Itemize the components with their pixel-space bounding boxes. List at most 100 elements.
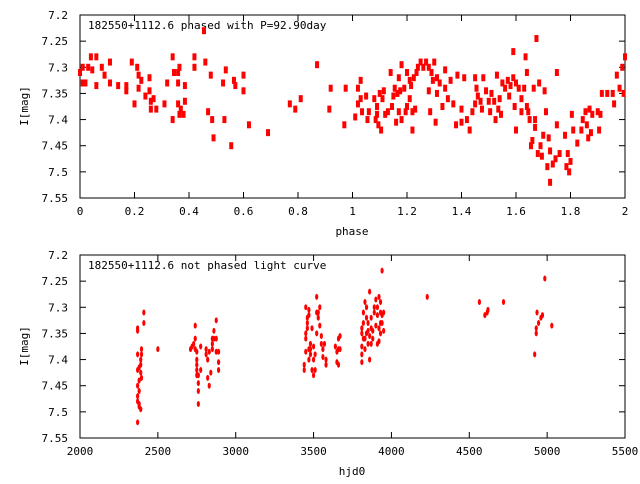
y-tick-label: 7.55 [42, 432, 69, 445]
data-point [531, 84, 536, 92]
data-point [372, 95, 377, 103]
data-point [496, 105, 501, 113]
data-point [90, 66, 95, 74]
data-point [147, 74, 152, 82]
data-point [519, 108, 524, 116]
data-point [379, 126, 384, 134]
data-point [405, 69, 409, 77]
data-point [170, 53, 175, 61]
data-point [565, 150, 570, 158]
data-point [579, 126, 584, 134]
data-point [548, 147, 553, 155]
data-point [94, 53, 99, 61]
data-point [443, 66, 448, 74]
data-point [383, 110, 388, 118]
data-point [321, 353, 325, 360]
data-point [459, 118, 464, 126]
data-point [315, 293, 319, 300]
data-point [307, 312, 311, 319]
data-point [403, 108, 408, 116]
data-point [376, 121, 381, 129]
data-point [523, 53, 528, 61]
data-point [363, 346, 367, 353]
data-point [212, 327, 216, 334]
data-point [148, 105, 153, 113]
data-point [377, 89, 382, 97]
data-point [512, 103, 517, 110]
data-point [192, 53, 197, 61]
data-point [421, 63, 426, 71]
data-point [398, 87, 403, 95]
data-point [139, 351, 144, 358]
data-point [429, 69, 434, 77]
data-point [372, 309, 376, 316]
data-point [584, 121, 589, 129]
data-point [364, 314, 369, 321]
x-tick-label: 3500 [300, 445, 327, 458]
data-point [308, 346, 313, 353]
data-point [580, 116, 585, 124]
data-point [136, 327, 140, 334]
data-point [434, 74, 439, 82]
data-point [587, 105, 592, 113]
data-point [511, 48, 516, 56]
data-point [511, 74, 516, 82]
data-point [503, 84, 508, 92]
data-point [620, 63, 625, 71]
plot-frame [79, 14, 626, 199]
data-point [241, 71, 246, 79]
data-point [445, 95, 450, 103]
data-point [500, 79, 505, 87]
data-point [426, 87, 431, 95]
data-point [233, 82, 238, 90]
data-point [212, 335, 216, 342]
data-point [204, 346, 208, 353]
data-point [207, 348, 211, 355]
data-point [182, 82, 187, 90]
data-point [210, 116, 215, 124]
data-point [486, 97, 491, 105]
data-point [182, 97, 187, 105]
data-point [315, 61, 320, 69]
data-point [548, 178, 553, 186]
y-tick-label: 7.45 [42, 140, 69, 153]
data-point [407, 76, 412, 84]
data-point [410, 126, 415, 134]
data-point [470, 108, 475, 116]
data-point [473, 100, 478, 108]
data-point [413, 105, 418, 113]
data-point [380, 319, 384, 326]
data-point [373, 116, 378, 124]
data-point [307, 306, 311, 313]
data-point [478, 97, 483, 105]
data-point [494, 71, 499, 79]
data-point [474, 84, 479, 92]
data-point [80, 63, 85, 71]
data-point [534, 35, 539, 43]
data-point [366, 108, 371, 116]
data-point [195, 348, 199, 355]
data-point [366, 319, 370, 326]
data-point [196, 387, 200, 394]
data-point [569, 110, 574, 118]
data-point [343, 84, 348, 92]
data-point [358, 76, 363, 84]
y-tick-label: 7.3 [48, 61, 68, 74]
data-point [621, 89, 626, 97]
data-point [507, 92, 512, 100]
data-point [287, 100, 292, 108]
data-point [451, 100, 456, 108]
data-point [132, 100, 137, 108]
data-point [432, 58, 437, 66]
data-point [535, 150, 540, 158]
x-axis-label: hjd0 [339, 465, 366, 478]
data-point [139, 76, 144, 84]
x-tick-label: 5000 [534, 445, 561, 458]
y-tick-label: 7.4 [48, 114, 68, 127]
data-point [462, 74, 467, 82]
data-point [137, 377, 141, 384]
data-point [327, 105, 332, 113]
data-point [310, 325, 314, 332]
data-point [483, 312, 487, 319]
data-point [528, 142, 533, 150]
